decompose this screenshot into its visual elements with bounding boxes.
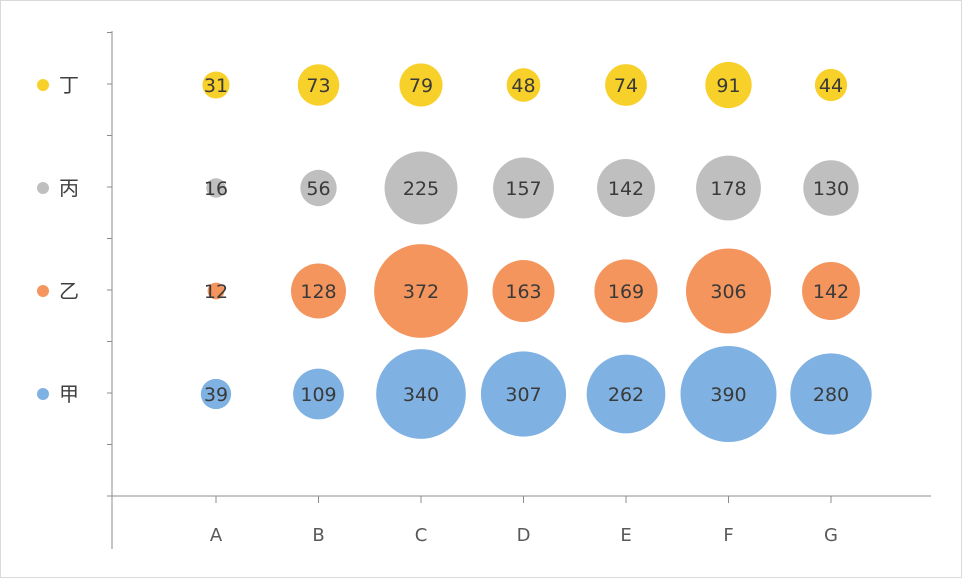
bubble-label: 12 bbox=[204, 281, 228, 303]
bubble bbox=[586, 354, 666, 434]
bubble-label: 306 bbox=[710, 281, 746, 303]
bubble bbox=[300, 169, 337, 207]
bubble bbox=[207, 282, 225, 300]
bubble bbox=[594, 259, 658, 323]
legend-label: 丁 bbox=[59, 73, 79, 97]
bubble bbox=[685, 248, 772, 334]
legend-marker bbox=[37, 182, 49, 194]
bubble-label: 390 bbox=[710, 384, 746, 406]
bubble-label: 340 bbox=[403, 384, 439, 406]
x-tick-label: F bbox=[723, 525, 733, 546]
bubble-label: 262 bbox=[608, 384, 644, 406]
bubble-label: 130 bbox=[813, 178, 849, 200]
bubble-label: 16 bbox=[204, 178, 228, 200]
x-tick-label: C bbox=[415, 525, 428, 546]
bubble bbox=[790, 353, 872, 435]
bubble bbox=[605, 64, 647, 106]
bubble-label: 307 bbox=[505, 384, 541, 406]
bubble-label: 31 bbox=[204, 75, 228, 97]
bubble-label: 372 bbox=[403, 281, 439, 303]
x-tick-label: G bbox=[824, 525, 838, 546]
bubble bbox=[506, 68, 541, 102]
legend-marker bbox=[37, 285, 49, 297]
bubble-label: 169 bbox=[608, 281, 644, 303]
bubble bbox=[802, 262, 860, 320]
bubble-label: 79 bbox=[409, 75, 433, 97]
bubble bbox=[206, 178, 226, 198]
x-tick-label: E bbox=[620, 525, 631, 546]
x-tick-label: A bbox=[210, 525, 223, 546]
legend-label: 丙 bbox=[59, 176, 79, 200]
bubble bbox=[696, 155, 761, 221]
bubble bbox=[597, 159, 655, 217]
bubble bbox=[374, 244, 468, 338]
bubble bbox=[202, 71, 230, 99]
bubble bbox=[480, 351, 567, 437]
bubble-label: 178 bbox=[710, 178, 746, 200]
bubble bbox=[493, 157, 554, 219]
bubble-label: 225 bbox=[403, 178, 439, 200]
bubble-label: 48 bbox=[511, 75, 535, 97]
x-tick-label: B bbox=[312, 525, 324, 546]
legend-label: 乙 bbox=[59, 279, 79, 303]
bubble-label: 44 bbox=[819, 75, 843, 97]
bubble-label: 73 bbox=[306, 75, 330, 97]
bubble-label: 128 bbox=[300, 281, 336, 303]
bubble bbox=[492, 259, 555, 323]
bubble bbox=[803, 160, 859, 216]
bubble bbox=[293, 368, 344, 420]
bubble-label: 74 bbox=[614, 75, 638, 97]
bubble-label: 56 bbox=[306, 178, 330, 200]
bubble-label: 142 bbox=[813, 281, 849, 303]
bubble bbox=[399, 63, 443, 107]
bubble bbox=[200, 378, 232, 410]
bubble-label: 157 bbox=[505, 178, 541, 200]
legend-marker bbox=[37, 388, 49, 400]
bubble bbox=[291, 263, 346, 319]
bubble bbox=[814, 68, 848, 102]
legend-label: 甲 bbox=[59, 382, 79, 406]
bubble-label: 163 bbox=[505, 281, 541, 303]
bubble bbox=[384, 151, 458, 225]
bubble-label: 109 bbox=[300, 384, 336, 406]
bubble bbox=[297, 64, 340, 106]
legend-marker bbox=[37, 79, 49, 91]
bubble-label: 39 bbox=[204, 384, 228, 406]
bubble bbox=[680, 346, 777, 442]
bubble-label: 91 bbox=[716, 75, 740, 97]
bubble bbox=[376, 349, 466, 439]
bubble bbox=[705, 61, 752, 109]
bubble-label: 142 bbox=[608, 178, 644, 200]
x-tick-label: D bbox=[517, 525, 531, 546]
bubble-label: 280 bbox=[813, 384, 849, 406]
